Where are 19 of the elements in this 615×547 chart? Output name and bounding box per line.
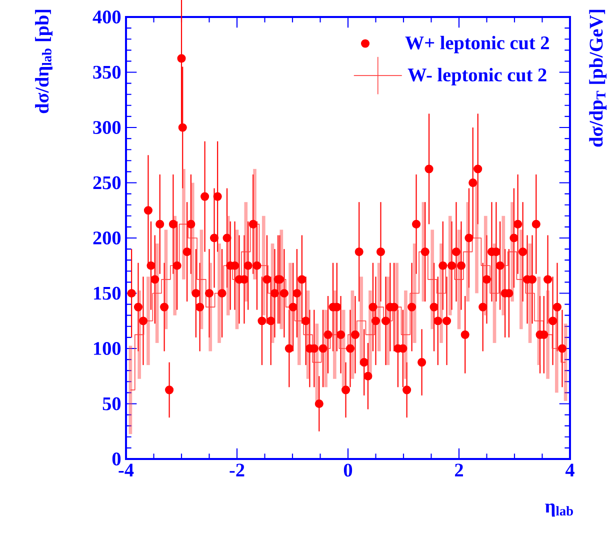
y2-axis-title: dσ/dp$_{T}$ [pb/GeV] — [589, 10, 607, 147]
x-axis-title: η$_{lab}$ — [545, 503, 573, 517]
y-tick-label: 100 — [94, 342, 121, 355]
y-tick-label: 300 — [93, 121, 121, 134]
y-tick-label: 50 — [102, 397, 121, 410]
y-tick-label: 400 — [92, 10, 121, 24]
x-tick-label: 0 — [344, 464, 352, 477]
x-tick-label: -4 — [118, 464, 134, 476]
y-axis-title: dσ/dη$_{lab}$ [pb] — [35, 10, 52, 114]
x-tick-label: 2 — [455, 464, 463, 476]
y-tick-label: 350 — [93, 66, 121, 79]
y-tick-label: 250 — [93, 176, 121, 190]
legend-label: W- leptonic cut 2 — [408, 68, 546, 86]
y-tick-label: 150 — [94, 286, 121, 300]
x-tick-label: -2 — [230, 464, 244, 476]
legend-label: W+ leptonic cut 2 — [405, 36, 549, 54]
y-tick-label: 200 — [93, 232, 121, 244]
y-tick-label: 0 — [112, 452, 121, 466]
x-tick-label: 4 — [565, 464, 574, 476]
